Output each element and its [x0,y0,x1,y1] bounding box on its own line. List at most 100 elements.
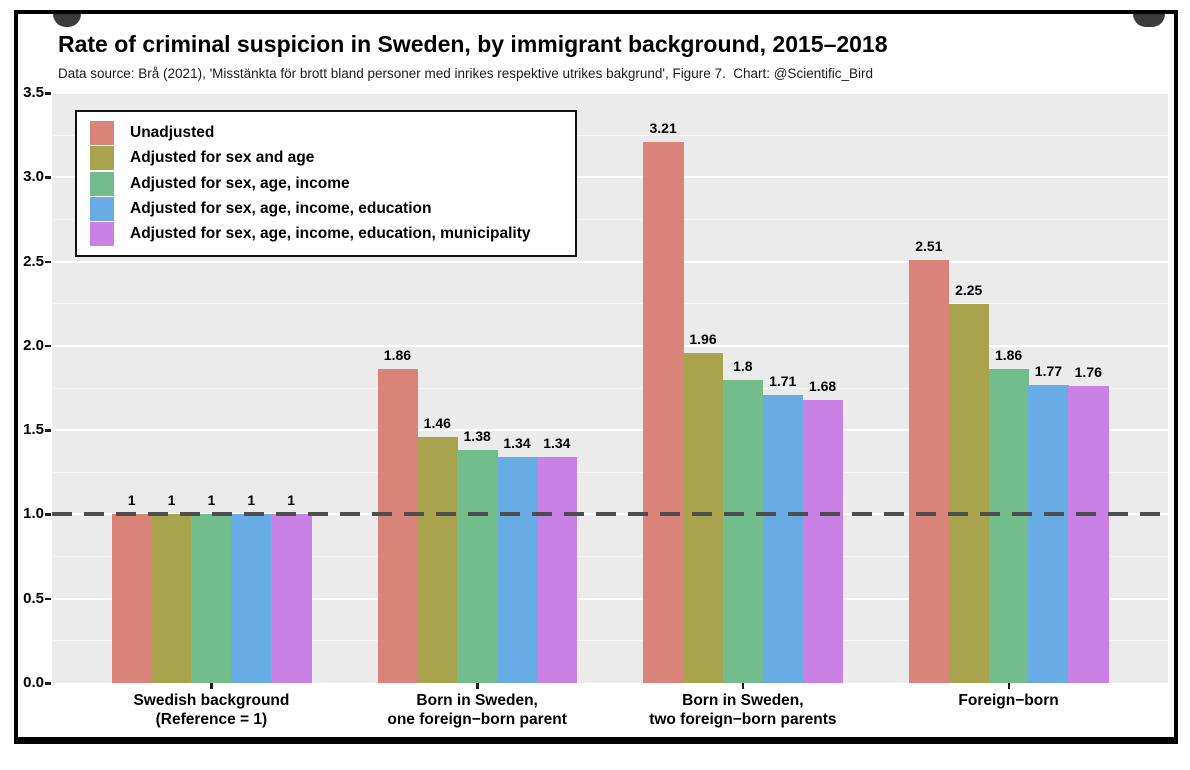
y-axis-tick-label: 3.5 [23,84,44,101]
legend-item-sex-age-income-education: Adjusted for sex, age, income, education [90,196,562,221]
bar-value-label: 1.96 [689,330,717,347]
bar-value-label: 1.38 [463,428,491,445]
bar-value-label: 1.77 [1034,362,1063,379]
bar [151,514,192,683]
gridline-minor [52,134,1168,136]
legend-item-unadjusted: Unadjusted [90,121,562,145]
top-right-notch [1133,14,1165,27]
gridline-minor [52,640,1168,642]
bar-value-label: 1 [127,492,136,509]
y-axis-tick-mark [45,429,51,432]
y-axis-tick-mark [45,260,51,264]
bar-group: 1.86 1.46 1.38 1.34 1.34 [377,93,578,683]
bar-value-label: 1 [247,492,256,509]
x-axis-tick-mark [476,683,479,689]
bar-value-label: 1.46 [423,414,451,431]
y-axis-tick-mark [45,176,51,179]
gridline-major [52,176,1168,179]
bar-value-label: 1 [167,492,176,509]
gridline-major [52,260,1168,263]
y-axis-tick-mark [45,682,51,685]
bar-group: 3.21 1.96 1.8 1.71 1.68 [643,93,843,683]
bar [1028,384,1069,683]
legend-item-sex-age-income-education-municipality: Adjusted for sex, age, income, education… [90,222,562,246]
bar [377,369,418,683]
y-axis-tick-label: 2.5 [23,252,44,270]
gridline-minor [52,218,1168,220]
bar [762,394,804,683]
y-axis-tick-label: 1.5 [23,421,44,439]
legend-label: Adjusted for sex, age, income, education… [130,225,531,242]
gridline-major [52,344,1168,347]
legend-label: Adjusted for sex, age, income, education [130,199,432,217]
legend-label: Adjusted for sex and age [130,149,315,167]
gridline-major [52,429,1168,432]
legend-item-sex-age: Adjusted for sex and age [90,146,562,171]
bar-value-label: 1.86 [383,347,412,364]
x-axis-category-label: Foreign−born [958,692,1059,709]
legend-label: Unadjusted [130,124,215,141]
y-axis-tick-mark [45,597,51,601]
bar [271,514,312,683]
x-axis-tick-mark [210,683,213,689]
bar [908,259,950,683]
bar [948,303,990,683]
y-axis-tick-label: 2.0 [23,336,44,354]
x-axis-category-label: Swedish background (Reference = 1) [133,692,290,728]
bar-value-label: 1.71 [769,372,797,389]
bar [1068,386,1109,683]
x-axis-tick-mark [1007,683,1011,689]
top-left-notch [53,14,81,27]
gridline-minor [52,387,1168,389]
chart-subtitle: Data source: Brå (2021), 'Misstänkta för… [58,66,873,81]
legend-box: Unadjusted Adjusted for sex and age Adju… [75,110,577,257]
bar-group: 1 1 1 1 1 [111,93,312,683]
chart-title: Rate of criminal suspicion in Sweden, by… [58,31,888,57]
bar [643,141,684,683]
bar-value-label: 1.34 [503,435,531,452]
bar [722,379,764,683]
bar-value-label: 2.51 [915,237,943,254]
y-axis-tick-mark [45,513,51,516]
bar-value-label: 1.34 [543,435,571,452]
bar-value-label: 1 [207,492,216,509]
gridline-minor [52,303,1168,305]
gridline-major [52,92,1168,94]
bar [497,457,538,683]
x-axis-category-label: Born in Sweden, two foreign−born parents [649,692,837,728]
y-axis-tick-label: 1.0 [23,505,44,523]
x-axis-tick-mark [741,683,745,689]
bar [191,514,232,683]
y-axis-tick-label: 0.0 [23,674,44,691]
bar [111,514,153,683]
bar [417,436,458,683]
bar [536,457,578,683]
bar-value-label: 3.21 [649,119,677,136]
x-axis-category-label: Born in Sweden, one foreign−born parent [387,692,567,728]
bar [683,352,724,683]
bar [988,369,1029,683]
y-axis-tick-label: 3.0 [23,168,44,186]
legend-swatch-sex-age-income-education-municipality [90,222,114,246]
legend-swatch-unadjusted [90,121,114,145]
bar [231,514,272,683]
legend-swatch-sex-age [90,146,114,171]
legend-swatch-sex-age-income-education [90,196,114,221]
bar [802,399,843,683]
reference-line-y1 [52,512,1168,517]
bar-value-label: 1.68 [808,377,837,394]
gridline-major [52,597,1168,600]
bar-value-label: 1.8 [733,357,753,374]
bar-value-label: 1 [287,492,296,509]
gridline-minor [52,471,1168,473]
legend-label: Adjusted for sex, age, income [130,174,350,192]
legend-item-sex-age-income: Adjusted for sex, age, income [90,171,562,196]
y-axis-tick-label: 0.5 [23,589,44,607]
legend-swatch-sex-age-income [90,171,114,196]
y-axis-tick-mark [45,344,51,348]
gridline-minor [52,556,1168,558]
bar-value-label: 2.25 [955,281,983,298]
y-axis-tick-mark [45,92,51,95]
bar-group: 2.51 2.25 1.86 1.77 1.76 [908,93,1109,683]
